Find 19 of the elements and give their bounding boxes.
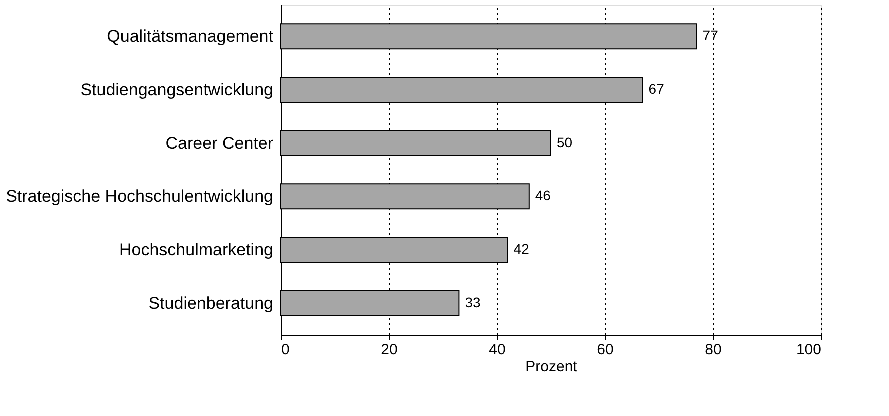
x-tick-label: 40 (489, 342, 506, 358)
x-axis-title: Prozent (526, 358, 578, 376)
y-tick-label: Hochschulmarketing (119, 240, 274, 260)
data-label: 46 (535, 188, 552, 204)
data-label: 77 (702, 28, 719, 44)
y-tick-label: Studienberatung (148, 294, 274, 313)
x-tick-label: 80 (705, 342, 722, 358)
x-tick-label: 100 (796, 342, 822, 358)
data-label: 33 (465, 294, 481, 310)
data-label: 67 (648, 81, 665, 97)
x-tick-label: 60 (597, 342, 614, 358)
data-label: 50 (557, 134, 573, 150)
x-tick-label: 0 (282, 342, 290, 358)
y-tick-label: Qualitätsmanagement (107, 27, 274, 46)
x-tick-label: 20 (381, 342, 398, 358)
y-tick-label: Career Center (166, 134, 274, 153)
y-tick-label: Studiengangsentwicklung (80, 80, 274, 100)
y-tick-label: Strategische Hochschulentwicklung (6, 187, 274, 206)
data-label: 42 (514, 241, 530, 257)
